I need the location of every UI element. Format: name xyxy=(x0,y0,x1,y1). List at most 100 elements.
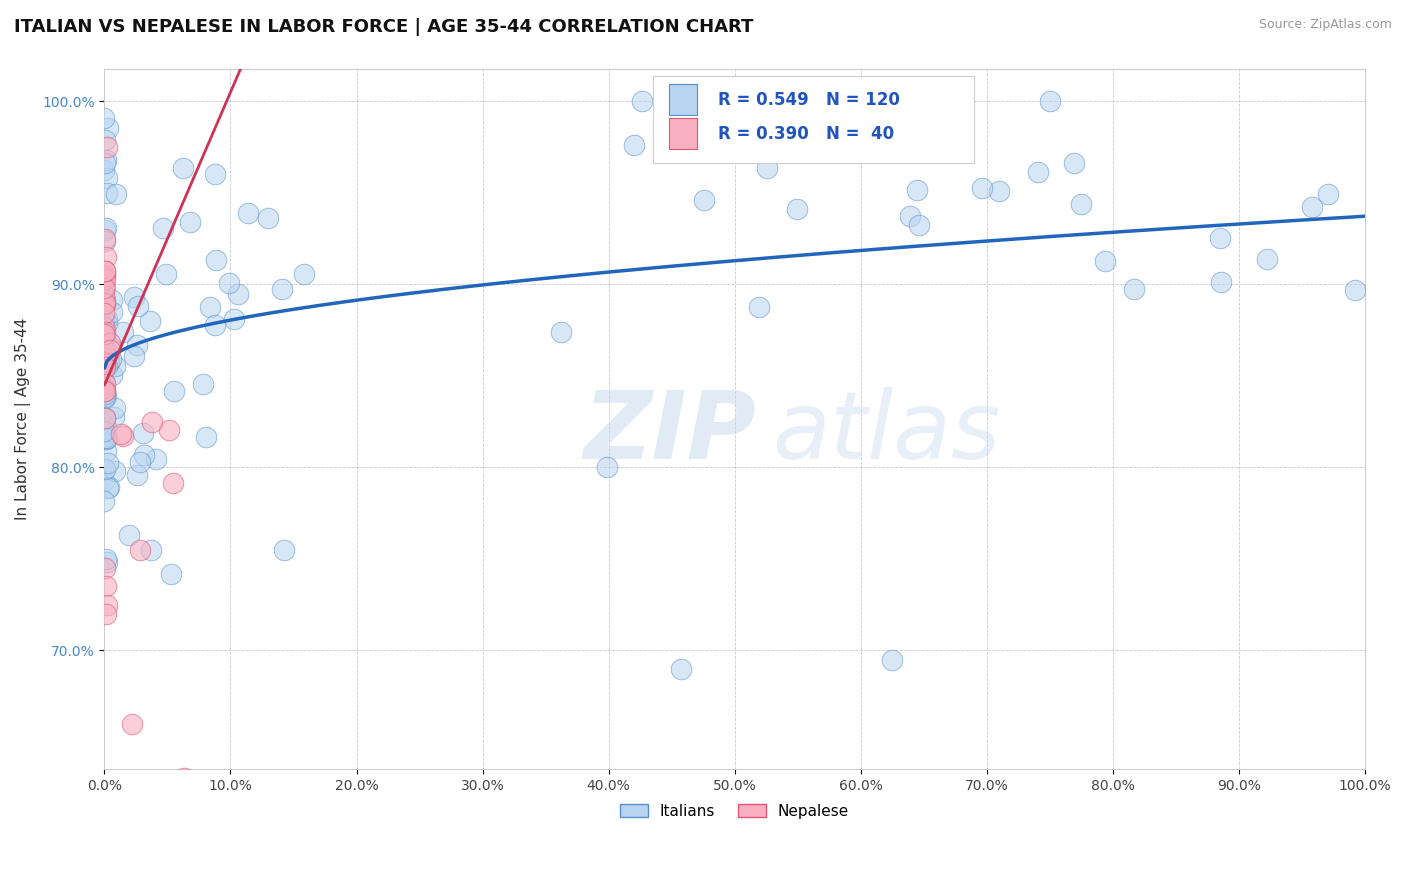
Legend: Italians, Nepalese: Italians, Nepalese xyxy=(614,797,855,825)
Point xyxy=(93,327,115,342)
FancyBboxPatch shape xyxy=(652,76,974,163)
Point xyxy=(97,456,120,470)
Point xyxy=(98,343,121,357)
Point xyxy=(162,476,184,491)
Point xyxy=(94,343,117,357)
Point xyxy=(129,455,152,469)
Point xyxy=(96,140,118,154)
Point xyxy=(100,351,122,366)
Point xyxy=(194,430,217,444)
Point xyxy=(93,494,115,508)
Point xyxy=(988,184,1011,198)
Point xyxy=(96,186,118,200)
Point xyxy=(898,209,921,223)
Point xyxy=(94,232,117,246)
Point xyxy=(97,120,120,135)
FancyBboxPatch shape xyxy=(669,84,697,115)
Point xyxy=(200,300,222,314)
Point xyxy=(96,555,118,569)
Point xyxy=(103,410,125,425)
Point xyxy=(94,327,117,342)
Point xyxy=(908,219,931,233)
Point xyxy=(94,360,117,375)
Point xyxy=(94,430,117,444)
Point xyxy=(139,542,162,557)
Point xyxy=(1317,187,1340,202)
Point xyxy=(94,443,117,458)
Point xyxy=(93,355,115,369)
Text: ITALIAN VS NEPALESE IN LABOR FORCE | AGE 35-44 CORRELATION CHART: ITALIAN VS NEPALESE IN LABOR FORCE | AGE… xyxy=(14,18,754,36)
Point xyxy=(93,561,115,575)
Point xyxy=(94,410,117,425)
Point xyxy=(1344,283,1367,297)
Point xyxy=(101,304,124,318)
Point xyxy=(550,325,572,339)
Point xyxy=(755,161,778,175)
Point xyxy=(595,460,617,475)
Point xyxy=(94,153,117,168)
Point xyxy=(93,325,115,339)
Point xyxy=(98,341,121,355)
Point xyxy=(94,268,117,283)
Point xyxy=(93,357,115,371)
Point xyxy=(93,296,115,310)
Point xyxy=(94,376,117,391)
Point xyxy=(96,312,118,326)
Text: Source: ZipAtlas.com: Source: ZipAtlas.com xyxy=(1258,18,1392,31)
Point xyxy=(93,431,115,445)
Point xyxy=(748,300,770,314)
Point xyxy=(110,427,132,442)
Point xyxy=(93,351,115,365)
Point xyxy=(93,384,115,398)
Point xyxy=(129,542,152,557)
Point xyxy=(842,95,865,109)
Point xyxy=(121,716,143,731)
Point xyxy=(93,462,115,476)
Point xyxy=(132,426,155,441)
Point xyxy=(93,222,115,236)
Point xyxy=(204,318,226,332)
Point xyxy=(93,411,115,425)
Point xyxy=(96,421,118,435)
Point xyxy=(94,348,117,362)
Point xyxy=(160,566,183,581)
Point xyxy=(118,528,141,542)
Point xyxy=(191,376,214,391)
Point xyxy=(94,156,117,170)
Point xyxy=(93,111,115,125)
Point xyxy=(204,167,226,181)
FancyBboxPatch shape xyxy=(669,118,697,149)
Point xyxy=(94,579,117,593)
Point xyxy=(134,448,156,462)
Point xyxy=(1094,253,1116,268)
Point xyxy=(96,432,118,446)
Point xyxy=(93,381,115,395)
Point xyxy=(273,542,295,557)
Point xyxy=(163,384,186,399)
Point xyxy=(94,221,117,235)
Point xyxy=(94,297,117,311)
Point xyxy=(94,391,117,405)
Point xyxy=(94,384,117,399)
Point xyxy=(94,387,117,401)
Point xyxy=(270,282,292,296)
Point xyxy=(93,474,115,488)
Point xyxy=(98,355,121,369)
Point xyxy=(1301,200,1323,214)
Y-axis label: In Labor Force | Age 35-44: In Labor Force | Age 35-44 xyxy=(15,318,31,520)
Point xyxy=(669,662,692,676)
Point xyxy=(93,346,115,360)
Point xyxy=(752,137,775,152)
Point xyxy=(1039,95,1062,109)
Point xyxy=(94,264,117,278)
Point xyxy=(94,432,117,446)
Point xyxy=(94,133,117,147)
Point xyxy=(139,314,162,328)
Point xyxy=(97,480,120,494)
Point xyxy=(679,95,702,109)
Point xyxy=(125,467,148,482)
Point xyxy=(236,206,259,220)
Point xyxy=(93,377,115,392)
Point xyxy=(93,314,115,328)
Point xyxy=(1026,165,1049,179)
